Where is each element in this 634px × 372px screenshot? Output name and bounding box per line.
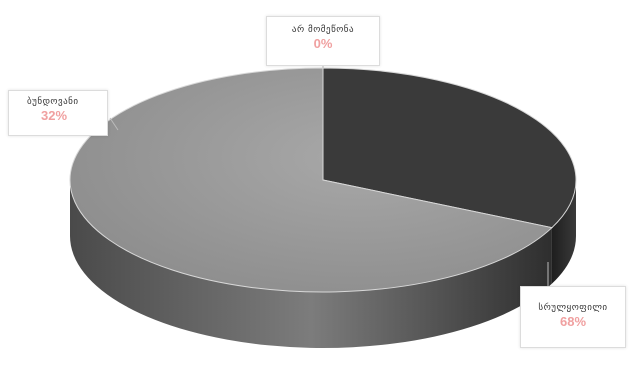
pie-side-1	[551, 180, 576, 284]
data-label-category: ბუნდოვანი	[27, 97, 79, 107]
data-label-2: სრულყოფილი 68%	[520, 286, 626, 348]
data-label-category: არ მომეწონა	[291, 25, 355, 35]
data-label-value: 0%	[313, 36, 333, 51]
pie-side-2	[70, 180, 552, 349]
pie-slice-2	[69, 67, 553, 293]
data-label-value: 32%	[41, 108, 68, 123]
data-label-1: ბუნდოვანი 32%	[8, 90, 108, 136]
pie-side-walls	[70, 180, 576, 349]
data-label-0: არ მომეწონა 0%	[266, 16, 380, 66]
pie-top-slices	[69, 67, 577, 293]
data-label-value: 68%	[559, 314, 587, 329]
leader-lines	[109, 66, 549, 288]
pie-slice-1	[322, 67, 577, 229]
data-label-category: სრულყოფილი	[538, 303, 608, 313]
leader-line-1	[109, 117, 119, 131]
